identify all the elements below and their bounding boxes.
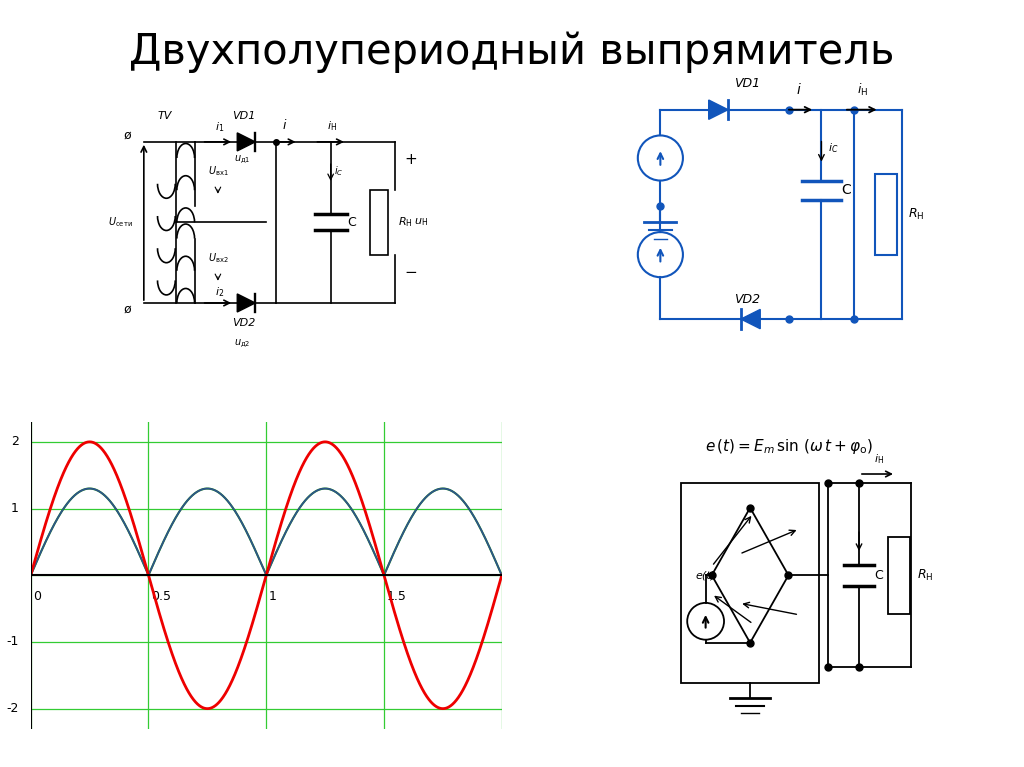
- Polygon shape: [709, 100, 728, 120]
- Text: 0: 0: [33, 590, 41, 603]
- Bar: [874, 174, 897, 255]
- Text: $i_2$: $i_2$: [215, 285, 224, 298]
- Text: Двухполупериодный выпрямитель: Двухполупериодный выпрямитель: [129, 31, 895, 73]
- Text: $R_{\rm H}$: $R_{\rm H}$: [908, 207, 925, 222]
- Text: TV: TV: [158, 111, 172, 121]
- Text: $i_{\rm H}$: $i_{\rm H}$: [874, 452, 885, 466]
- Text: C: C: [874, 569, 883, 581]
- Text: -1: -1: [6, 635, 18, 648]
- Text: $i$: $i$: [796, 81, 802, 97]
- Text: $i$: $i$: [283, 118, 288, 132]
- Polygon shape: [741, 309, 760, 329]
- Text: $i_C$: $i_C$: [334, 164, 343, 178]
- Text: $R_{\rm H}$: $R_{\rm H}$: [918, 568, 934, 583]
- Text: $i_C$: $i_C$: [827, 142, 839, 156]
- Text: $u_{\rm H}$: $u_{\rm H}$: [415, 216, 428, 229]
- Text: $u_{\rm д1}$: $u_{\rm д1}$: [234, 153, 251, 166]
- Text: ø: ø: [124, 129, 131, 142]
- Text: $i_{\rm H}$: $i_{\rm H}$: [857, 81, 868, 97]
- Text: 2: 2: [11, 436, 18, 449]
- Text: +: +: [404, 153, 418, 167]
- Text: −: −: [404, 265, 418, 280]
- Text: ø: ø: [124, 303, 131, 316]
- Text: 1.5: 1.5: [386, 590, 407, 603]
- Text: -2: -2: [6, 702, 18, 715]
- Bar: [370, 190, 388, 255]
- Text: C: C: [347, 216, 355, 229]
- Bar: [681, 483, 819, 683]
- Text: $U_{\rm вх1}$: $U_{\rm вх1}$: [208, 164, 228, 178]
- Bar: [888, 537, 909, 614]
- Text: VD2: VD2: [734, 293, 761, 306]
- Text: VD1: VD1: [734, 77, 761, 91]
- Text: $u_{\rm д2}$: $u_{\rm д2}$: [234, 337, 251, 350]
- Text: 0.5: 0.5: [151, 590, 171, 603]
- Text: e(t): e(t): [695, 570, 716, 581]
- Text: $i_1$: $i_1$: [215, 120, 224, 134]
- Polygon shape: [238, 133, 255, 151]
- Text: VD2: VD2: [232, 318, 255, 328]
- Text: 1: 1: [11, 502, 18, 515]
- Text: 1: 1: [268, 590, 276, 603]
- Text: $i_{\rm H}$: $i_{\rm H}$: [328, 119, 338, 133]
- Text: VD1: VD1: [232, 111, 255, 121]
- Polygon shape: [238, 294, 255, 312]
- Text: C: C: [841, 183, 851, 197]
- Text: $e\,(t) = E_m\,\sin\,(\omega\,t + \varphi_{\rm o})$: $e\,(t) = E_m\,\sin\,(\omega\,t + \varph…: [705, 437, 872, 456]
- Text: $R_{\rm H}$: $R_{\rm H}$: [398, 216, 413, 229]
- Text: $U_{\rm вх2}$: $U_{\rm вх2}$: [208, 251, 228, 265]
- Text: $U_{\rm сети}$: $U_{\rm сети}$: [109, 216, 133, 229]
